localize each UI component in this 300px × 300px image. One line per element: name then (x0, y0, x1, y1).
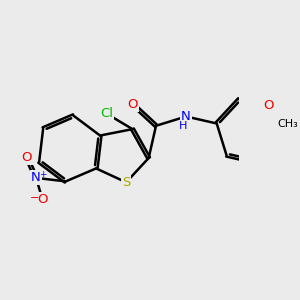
Text: O: O (21, 151, 32, 164)
Text: S: S (122, 176, 130, 189)
Text: H: H (179, 122, 188, 131)
Text: −: − (30, 193, 39, 203)
Text: +: + (40, 170, 47, 179)
Text: O: O (263, 99, 274, 112)
Text: Cl: Cl (100, 107, 113, 120)
Text: CH₃: CH₃ (277, 119, 298, 129)
Text: O: O (128, 98, 138, 111)
Text: N: N (181, 110, 191, 123)
Text: N: N (31, 171, 41, 184)
Text: O: O (37, 193, 48, 206)
